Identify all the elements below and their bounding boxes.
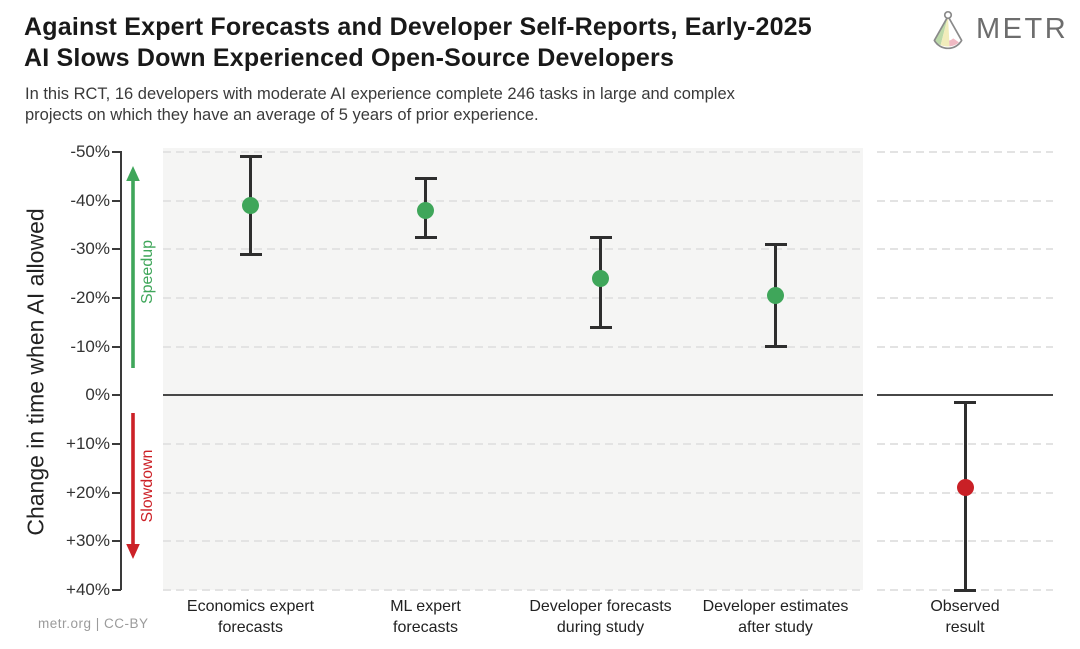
y-axis-title: Change in time when AI allowed (22, 208, 49, 536)
y-tick-label: -30% (70, 239, 110, 259)
gridline (877, 199, 1053, 202)
data-point (767, 286, 784, 304)
error-bar-cap-top (589, 235, 612, 239)
data-point (242, 196, 259, 214)
y-tick-label: 0% (85, 385, 110, 405)
y-tick-mark (112, 150, 121, 153)
y-tick-label: +40% (66, 580, 110, 599)
error-bar (963, 402, 967, 590)
gridline (877, 150, 1053, 153)
error-bar-cap-top (764, 242, 787, 246)
data-point (417, 201, 434, 219)
category-label: Economics expert forecasts (186, 598, 315, 636)
credit-text: metr.org | CC-BY (38, 616, 149, 631)
category-label: Developer estimates after study (702, 598, 849, 636)
metr-logo: METR (926, 10, 1076, 52)
category-label: ML expert forecasts (390, 598, 461, 636)
gridline (163, 345, 863, 348)
speedup-label: Speedup (139, 239, 156, 305)
gridline (877, 345, 1053, 348)
error-bar-cap-bottom (589, 325, 612, 329)
gridline (163, 199, 863, 202)
gridline (163, 150, 863, 153)
gridline (877, 296, 1053, 299)
y-tick-mark (112, 540, 121, 543)
y-tick-mark (112, 296, 121, 299)
slowdown-arrow-icon (126, 413, 140, 559)
error-bar-cap-top (414, 177, 437, 181)
y-tick-label: -20% (70, 287, 110, 307)
metr-logo-text: METR (976, 13, 1069, 45)
y-tick-label: -40% (70, 190, 110, 210)
y-tick-label: -50% (70, 141, 110, 161)
gridline (163, 540, 863, 543)
error-bar-cap-top (239, 155, 262, 159)
y-tick-mark (112, 491, 121, 494)
gridline (163, 296, 863, 299)
page-title: Against Expert Forecasts and Developer S… (24, 13, 812, 72)
y-tick-label: -10% (70, 336, 110, 356)
y-tick-mark (112, 199, 121, 202)
chart-subtitle: In this RCT, 16 developers with moderate… (25, 85, 735, 124)
y-tick-mark (112, 442, 121, 445)
panel-forecasts (163, 148, 863, 590)
y-tick-mark (112, 345, 121, 348)
y-tick-label: +20% (66, 482, 110, 502)
category-label: Observed result (930, 598, 1000, 636)
y-tick-mark (112, 394, 121, 397)
speedup-slowdown-arrows (126, 166, 140, 559)
gridline (163, 589, 863, 591)
error-bar-cap-bottom (414, 235, 437, 239)
zero-line (877, 394, 1053, 397)
error-bar-cap-bottom (764, 345, 787, 349)
error-bar-cap-bottom (954, 588, 976, 592)
y-axis-line (120, 151, 122, 590)
category-label: Developer forecasts during study (529, 598, 672, 636)
data-point (592, 269, 609, 287)
speedup-arrow-icon (126, 166, 140, 368)
error-bar-cap-top (954, 401, 976, 405)
gridline (163, 248, 863, 251)
y-tick-label: +30% (66, 531, 110, 551)
slowdown-label: Slowdown (139, 449, 156, 523)
y-tick-mark (112, 589, 121, 591)
error-bar-cap-bottom (239, 252, 262, 256)
data-point (956, 479, 974, 497)
metr-logo-icon (933, 10, 963, 50)
zero-line (163, 394, 863, 397)
y-tick-mark (112, 248, 121, 251)
gridline (163, 491, 863, 494)
gridline (877, 248, 1053, 251)
y-tick-label: +10% (66, 433, 110, 453)
gridline (163, 442, 863, 445)
